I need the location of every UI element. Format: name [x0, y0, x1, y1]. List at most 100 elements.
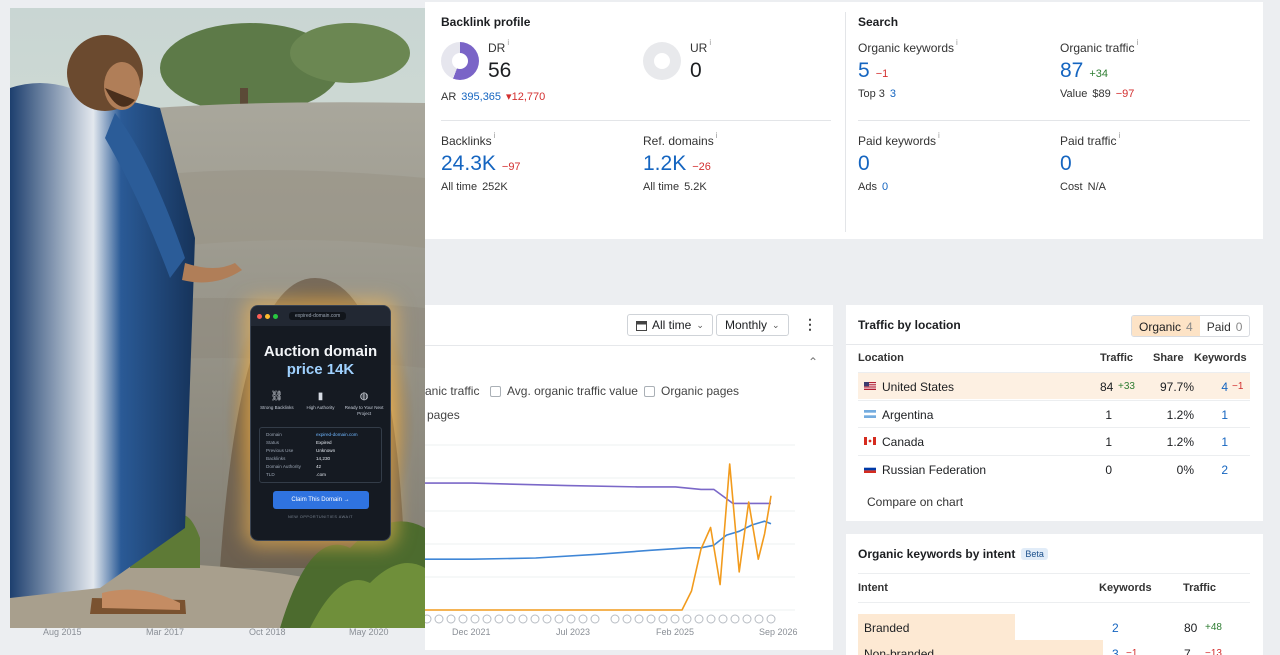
chevron-up-icon[interactable]: ⌃ [808, 355, 819, 369]
organic-traffic-label: Organic traffic [1060, 41, 1135, 55]
annotation-marker[interactable] [470, 614, 480, 624]
keywords-value[interactable]: 1 [1221, 435, 1228, 449]
annotation-marker[interactable] [518, 614, 528, 624]
date-range-select[interactable]: All time ⌄ [627, 314, 713, 336]
interval-select[interactable]: Monthly ⌄ [716, 314, 789, 336]
annotation-marker[interactable] [434, 614, 444, 624]
country-name[interactable]: Canada [882, 435, 925, 449]
intent-traffic: 7 [1184, 647, 1191, 655]
annotation-marker[interactable] [682, 614, 692, 624]
detail-value: 42 [316, 464, 322, 469]
annotation-marker[interactable] [622, 614, 632, 624]
value-delta: −97 [1115, 88, 1135, 100]
series-line-0[interactable] [425, 482, 771, 505]
country-name[interactable]: Russian Federation [882, 462, 987, 477]
annotation-marker[interactable] [658, 614, 668, 624]
table-row[interactable]: Canada 1 1.2% 1 [858, 427, 1250, 454]
ref-domains-value[interactable]: 1.2K [643, 152, 687, 175]
series-line-2[interactable] [425, 463, 772, 611]
legend-organic-pages[interactable]: Organic pages [644, 384, 739, 398]
share-value: 1.2% [1166, 435, 1194, 449]
intent-keywords[interactable]: 2 [1112, 621, 1119, 635]
annotation-marker[interactable] [590, 614, 600, 624]
country-name[interactable]: Argentina [882, 407, 934, 422]
info-icon[interactable]: i [956, 38, 958, 47]
annotation-marker[interactable] [506, 614, 516, 624]
table-row[interactable]: Branded 2 80 +48 [846, 614, 1263, 640]
x-tick-label: Sep 2026 [759, 627, 798, 637]
annotation-marker[interactable] [670, 614, 680, 624]
annotation-marker[interactable] [742, 614, 752, 624]
annotation-marker[interactable] [706, 614, 716, 624]
annotation-marker[interactable] [646, 614, 656, 624]
annotation-marker[interactable] [610, 614, 620, 624]
table-row[interactable]: Non-branded 3 −1 7 −13 [846, 640, 1263, 655]
table-row[interactable]: Russian Federation 0 0% 2 [858, 454, 1250, 482]
intent-keywords[interactable]: 3 [1112, 647, 1119, 655]
col-keywords[interactable]: Keywords [1099, 582, 1152, 594]
legend-organic-traffic[interactable]: anic traffic [425, 384, 479, 398]
legend-label: Avg. organic traffic value [507, 384, 638, 398]
annotation-marker[interactable] [566, 614, 576, 624]
checkbox[interactable] [644, 385, 655, 397]
col-share[interactable]: Share [1153, 352, 1184, 364]
paid-keywords-value[interactable]: 0 [858, 152, 870, 175]
legend-pages[interactable]: pages [427, 408, 460, 422]
detail-value: Expired [316, 440, 332, 445]
annotation-marker[interactable] [458, 614, 468, 624]
info-icon[interactable]: i [493, 131, 496, 140]
annotation-marker[interactable] [482, 614, 492, 624]
series-line-1[interactable] [425, 520, 772, 560]
backlinks-value[interactable]: 24.3K [441, 152, 496, 175]
paid-traffic-value[interactable]: 0 [1060, 152, 1072, 175]
keywords-value[interactable]: 4 [1221, 380, 1228, 394]
share-value: 1.2% [1166, 407, 1194, 422]
col-traffic[interactable]: Traffic [1183, 582, 1217, 594]
info-icon[interactable]: i [715, 131, 718, 140]
annotation-marker[interactable] [494, 614, 504, 624]
x-tick-label: Dec 2021 [452, 627, 491, 637]
table-row[interactable]: Argentina 1 1.2% 1 [858, 399, 1250, 427]
annotation-marker[interactable] [542, 614, 552, 624]
toggle-paid[interactable]: Paid 0 [1200, 316, 1250, 336]
annotation-marker[interactable] [718, 614, 728, 624]
more-options-icon[interactable]: ⋮ [803, 316, 817, 332]
info-icon[interactable]: i [507, 38, 510, 47]
ads-value[interactable]: 0 [881, 181, 889, 193]
col-traffic[interactable]: Traffic [1100, 352, 1134, 364]
col-intent[interactable]: Intent [858, 582, 888, 594]
backlinks-label: Backlinks [441, 134, 492, 148]
intent-keywords-delta: −1 [1126, 648, 1138, 655]
divider [441, 120, 831, 121]
annotation-marker[interactable] [578, 614, 588, 624]
annotation-marker[interactable] [694, 614, 704, 624]
col-keywords[interactable]: Keywords [1194, 352, 1247, 364]
annotation-marker[interactable] [446, 614, 456, 624]
organic-keywords-value[interactable]: 5 [858, 59, 870, 82]
annotation-marker[interactable] [754, 614, 764, 624]
checkbox[interactable] [490, 385, 501, 397]
annotation-marker[interactable] [766, 614, 776, 624]
annotation-marker[interactable] [634, 614, 644, 624]
info-icon[interactable]: i [709, 38, 712, 47]
ar-value[interactable]: 395,365 [461, 91, 502, 103]
country-name[interactable]: United States [882, 380, 955, 394]
info-icon[interactable]: i [938, 131, 940, 140]
annotation-marker[interactable] [425, 614, 432, 624]
info-icon[interactable]: i [1118, 131, 1121, 140]
legend-avg-traffic-value[interactable]: Avg. organic traffic value [490, 384, 638, 398]
annotation-marker[interactable] [530, 614, 540, 624]
keywords-value[interactable]: 2 [1221, 462, 1228, 477]
annotation-marker[interactable] [730, 614, 740, 624]
claim-domain-button[interactable]: Claim This Domain → [272, 491, 369, 509]
col-location[interactable]: Location [858, 352, 904, 364]
link-icon: ⛓ [270, 391, 284, 402]
compare-on-chart-link[interactable]: Compare on chart [867, 495, 964, 509]
top3-value[interactable]: 3 [889, 88, 897, 100]
organic-traffic-value[interactable]: 87 [1060, 59, 1084, 82]
info-icon[interactable]: i [1136, 38, 1139, 47]
annotation-marker[interactable] [554, 614, 564, 624]
keywords-value[interactable]: 1 [1221, 407, 1228, 422]
toggle-organic[interactable]: Organic 4 [1132, 316, 1200, 336]
table-row[interactable]: United States 84 +33 97.7% 4 −1 [858, 372, 1250, 399]
